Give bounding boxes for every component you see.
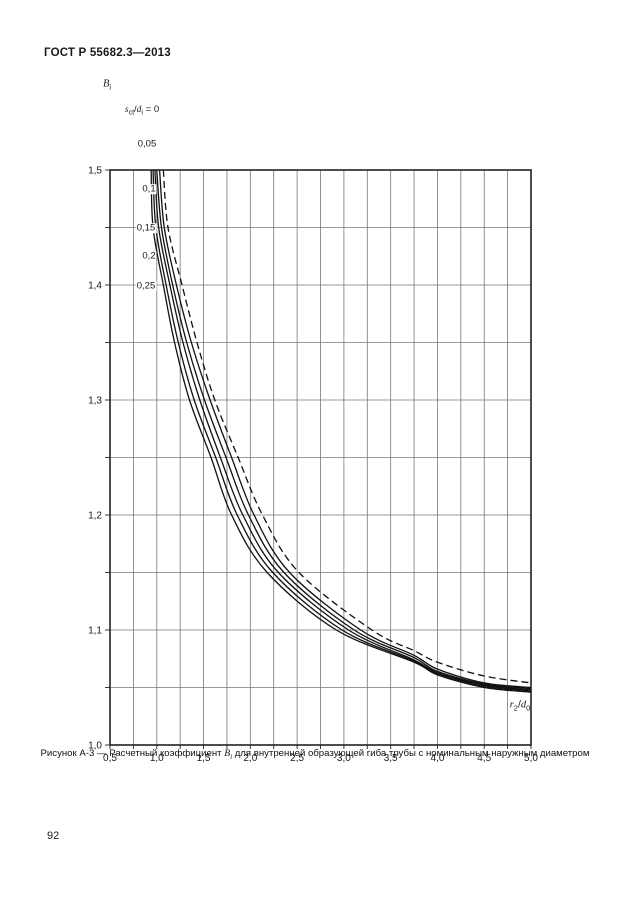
curve-0,1: [156, 169, 532, 690]
x-tick-label: 2,0: [243, 753, 257, 764]
param-var2: d: [136, 104, 142, 115]
y-tick-label: 1,2: [88, 511, 102, 522]
document-header-title: ГОСТ Р 55682.3—2013: [44, 47, 171, 59]
x-axis-sub1: 2: [513, 703, 518, 713]
x-tick-label: 4,0: [430, 753, 444, 764]
x-axis-title: r2/d0: [509, 698, 531, 713]
curve-0,15: [154, 169, 532, 691]
y-tick-label: 1,4: [88, 281, 102, 292]
param-sub1: ct: [128, 109, 135, 117]
curve-label-015: 0,15: [135, 222, 157, 234]
curve-0,2: [152, 169, 532, 692]
x-axis-sub2: 0: [526, 703, 531, 713]
series-curves: [150, 169, 532, 693]
x-tick-label: 3,5: [384, 753, 398, 764]
curve-label-param-0: sct/di = 0: [123, 103, 161, 117]
curve-0: [162, 169, 532, 684]
x-axis-slash: /: [517, 698, 521, 711]
param-eq: = 0: [142, 103, 160, 115]
x-tick-label: 3,0: [337, 753, 351, 764]
x-tick-labels: 0,5 1,0 1,5 2,0 2,5 3,0 3,5 4,0 4,5 5,0: [103, 753, 538, 764]
curve-label-01: 0,1: [141, 183, 157, 195]
param-sub2: i: [141, 109, 143, 117]
y-tick-label: 1,0: [88, 741, 102, 752]
y-axis-var: B: [102, 78, 110, 90]
axis-ticks: [105, 169, 532, 749]
curve-label-02: 0,2: [141, 250, 157, 262]
x-tick-label: 0,5: [103, 753, 117, 764]
chart-plot: 0,5 1,0 1,5 2,0 2,5 3,0 3,5 4,0 4,5 5,01,01,11,21…: [88, 166, 538, 765]
y-tick-labels: 1,0 1,1 1,2 1,3 1,4 1,5: [88, 166, 102, 752]
page-number: 92: [47, 830, 60, 842]
caption-symbol-sub: i: [230, 752, 233, 761]
figure: 0,5 1,0 1,5 2,0 2,5 3,0 3,5 4,0 4,5 5,0 1,0 1,1 1,2 1…: [0, 70, 630, 765]
x-tick-label: 5,0: [524, 753, 538, 764]
grid-lines: [110, 170, 531, 745]
curve-label-025: 0,25: [135, 280, 157, 292]
caption-prefix: Рисунок А-3 — Расчетный коэффициент: [40, 748, 225, 759]
caption-symbol: B: [224, 748, 231, 759]
y-axis-title: Bi: [102, 78, 112, 92]
param-var1: s: [124, 104, 129, 115]
x-tick-label: 4,5: [477, 753, 491, 764]
y-tick-label: 1,1: [88, 626, 102, 637]
curve-0,25: [150, 169, 532, 693]
caption-suffix: для внутренней образующей гиба трубы с н…: [232, 748, 590, 759]
curve-0,05: [158, 169, 532, 689]
y-axis-sub: i: [109, 82, 112, 92]
y-tick-label: 1,3: [88, 396, 102, 407]
curve-label-005: 0,05: [136, 138, 158, 150]
x-axis-var2: d: [520, 699, 527, 711]
figure-caption: Рисунок А-3 — Расчетный коэффициент Bi д…: [40, 747, 590, 761]
x-tick-label: 2,5: [290, 753, 304, 764]
x-axis-var1: r: [509, 699, 514, 711]
x-tick-label: 1,5: [197, 753, 211, 764]
y-tick-label: 1,5: [88, 166, 102, 177]
plot-frame: [109, 169, 532, 746]
param-slash: /: [134, 103, 137, 115]
x-tick-label: 1,0: [150, 753, 164, 764]
